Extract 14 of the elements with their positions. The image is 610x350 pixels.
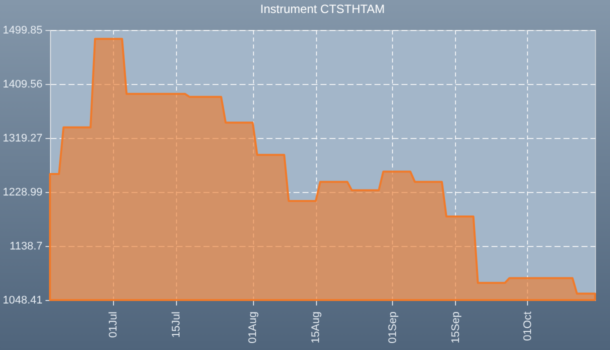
x-tick-label: 01Aug	[247, 312, 260, 344]
x-tick-label: 01Jul	[108, 312, 120, 338]
y-tick-label: 1409.56	[2, 78, 42, 90]
chart-title: Instrument CTSTHTAM	[260, 2, 385, 16]
x-tick-label: 15Jul	[170, 312, 183, 338]
y-tick-label: 1499.85	[2, 24, 42, 36]
x-tick-label: 15Sep	[450, 312, 462, 344]
y-tick-label: 1048.41	[2, 294, 42, 306]
y-tick-label: 1138.7	[10, 240, 42, 252]
y-tick-label: 1319.27	[2, 132, 42, 144]
y-tick-label: 1228.99	[2, 186, 42, 198]
x-tick-label: 01Oct	[522, 312, 534, 341]
x-tick-label: 01Sep	[386, 312, 399, 344]
x-tick-label: 15Aug	[310, 312, 322, 344]
